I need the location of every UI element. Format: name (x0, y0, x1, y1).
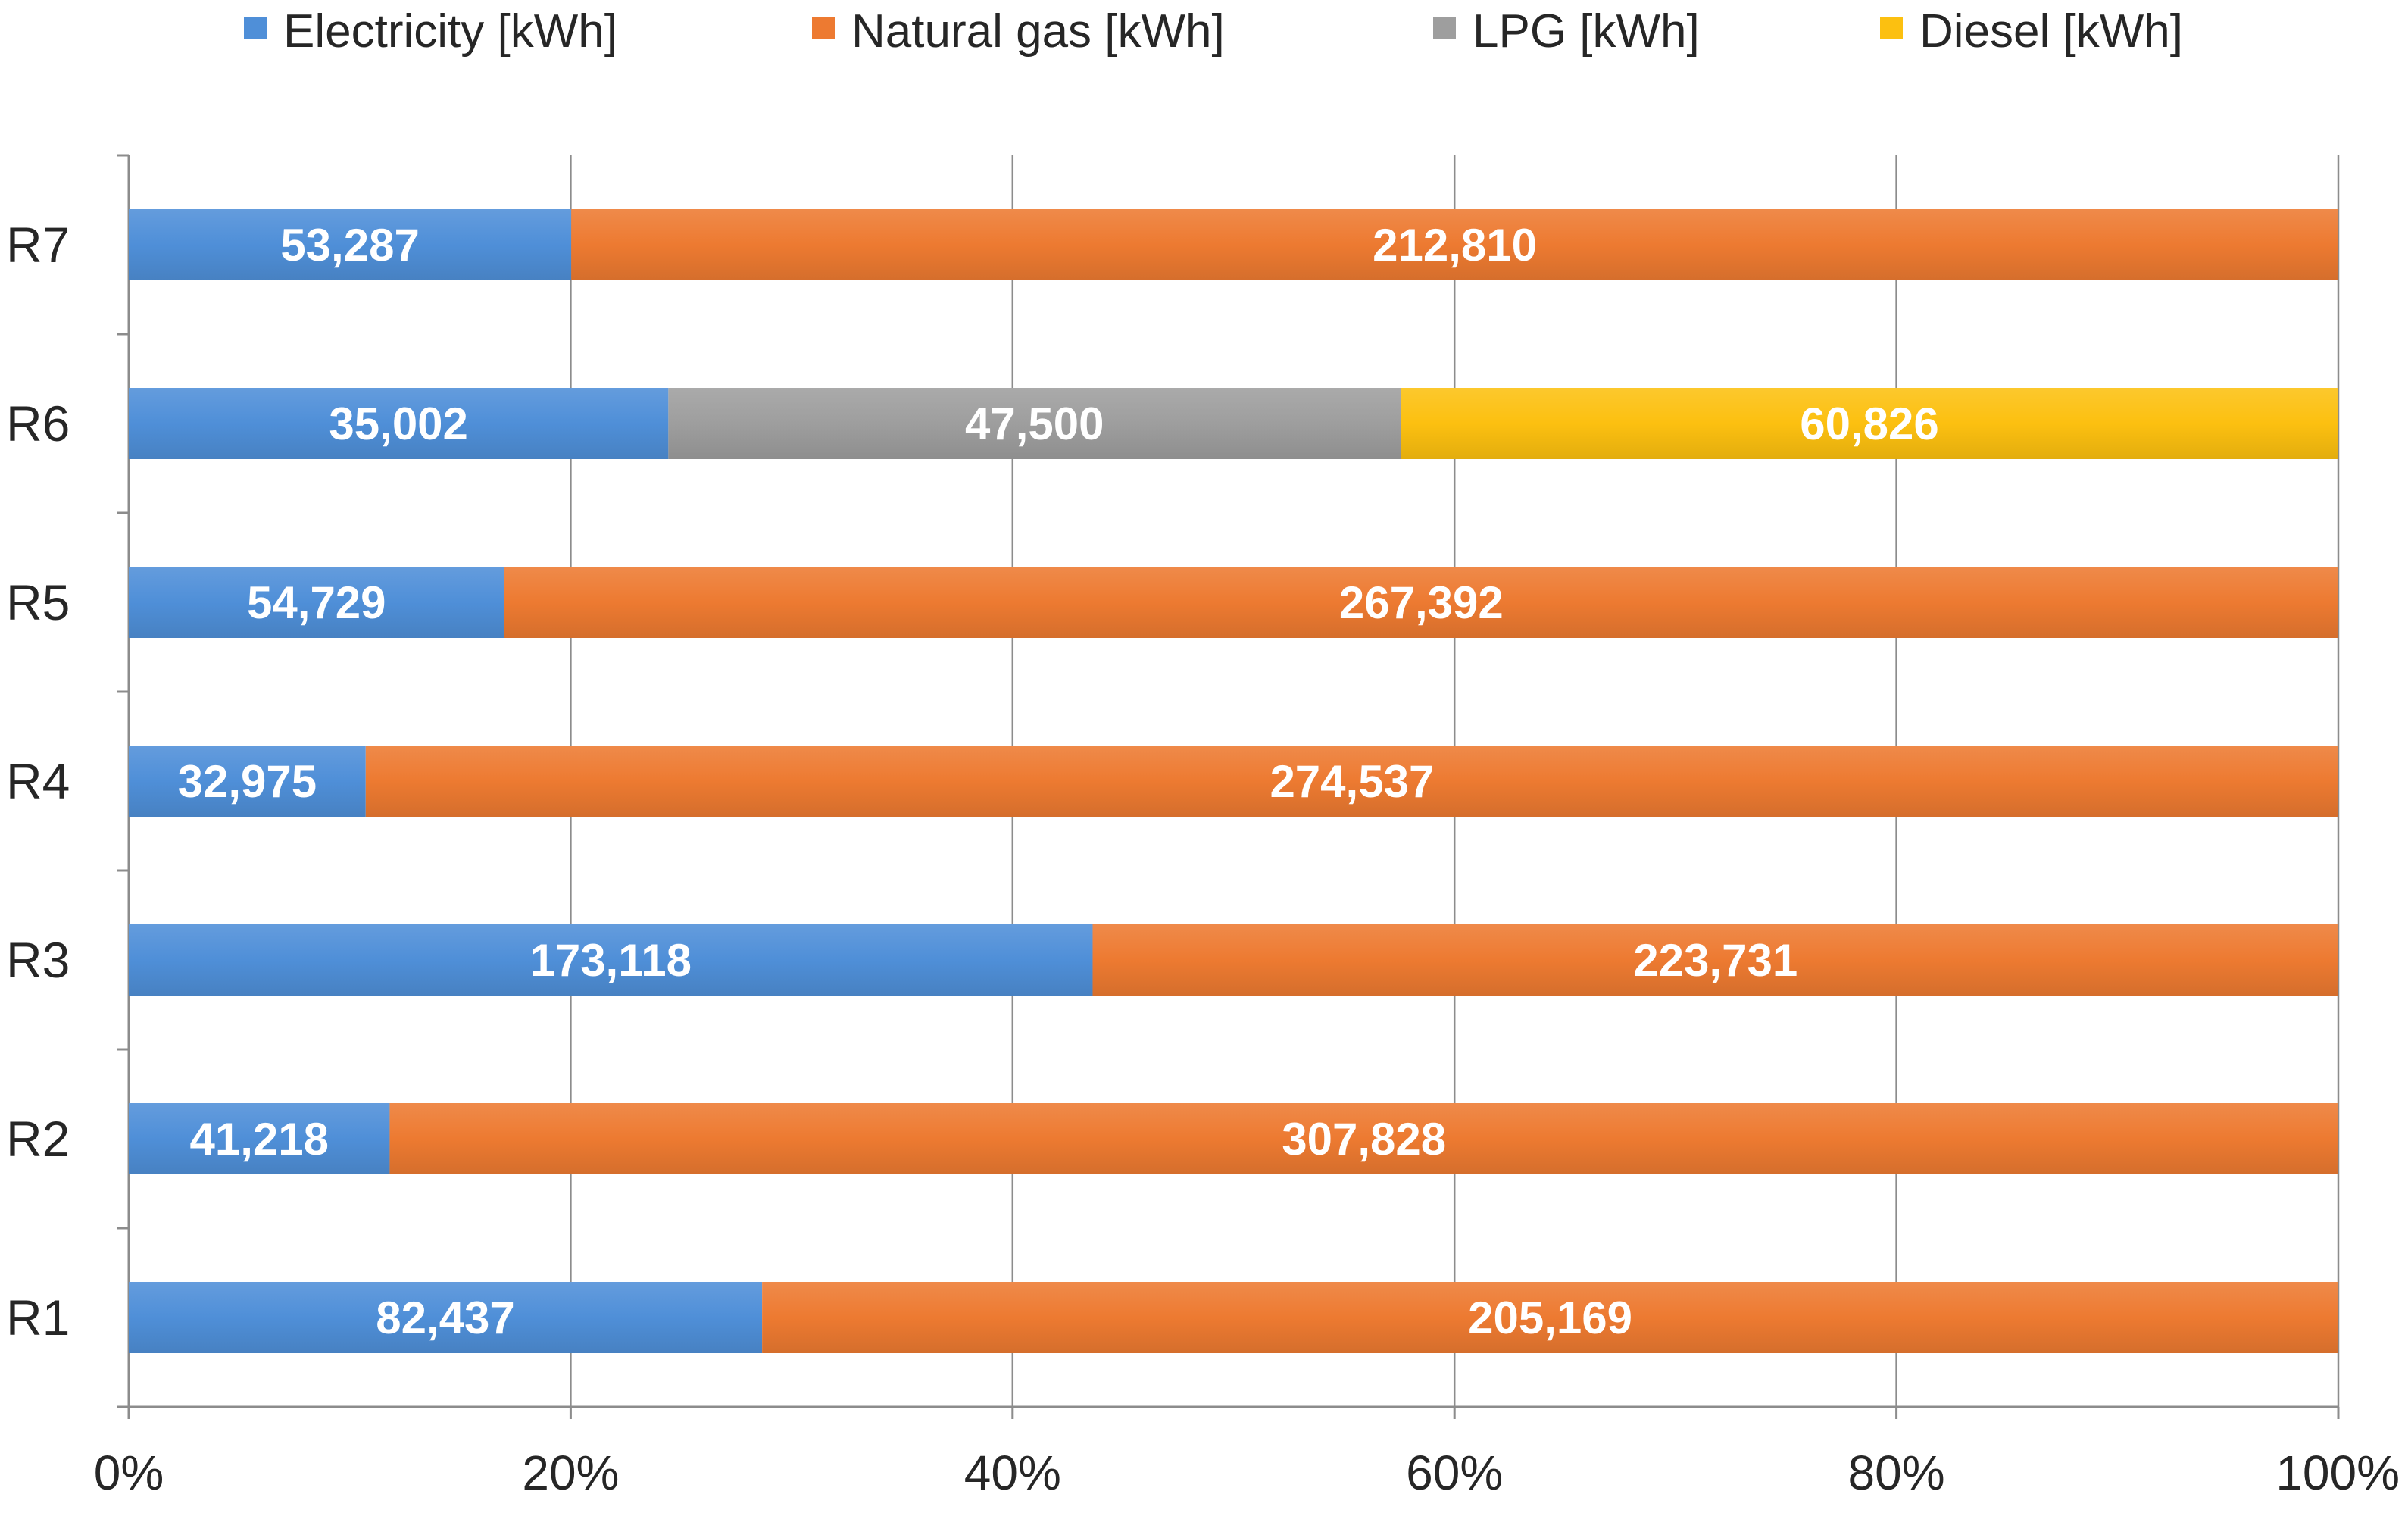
data-label-r7-electricity: 53,287 (280, 220, 420, 270)
bar-r4-natural-gas (365, 746, 2339, 817)
legend-swatch-natural-gas (812, 17, 835, 39)
data-label-r6-diesel: 60,826 (1800, 399, 1939, 449)
bar-r6-lpg (668, 388, 1401, 459)
bar-r7-natural-gas (571, 209, 2338, 280)
data-label-r1-electricity: 82,437 (376, 1293, 515, 1343)
bars: 53,287 212,810 35,002 47,500 60,826 54,729 267… (129, 209, 2339, 1353)
data-label-r6-lpg: 47,500 (965, 399, 1104, 449)
category-label-r6: R6 (6, 395, 70, 452)
bar-r5-natural-gas (504, 567, 2339, 638)
bar-r2-natural-gas (389, 1103, 2339, 1174)
category-label-r1: R1 (6, 1289, 70, 1346)
legend-label-natural-gas: Natural gas [kWh] (851, 5, 1225, 58)
legend-swatch-diesel (1880, 17, 1903, 39)
bar-r5-electricity (129, 567, 504, 638)
data-label-r5-natural-gas: 267,392 (1339, 577, 1504, 628)
x-tick-label-60: 60% (1406, 1446, 1503, 1500)
legend-swatch-electricity (244, 17, 267, 39)
data-label-r2-natural-gas: 307,828 (1282, 1114, 1446, 1164)
data-label-r1-natural-gas: 205,169 (1468, 1293, 1632, 1343)
x-tick-labels: 0% 20% 40% 60% 80% 100% (94, 1446, 2400, 1500)
category-label-r3: R3 (6, 932, 70, 988)
bar-r2-electricity (129, 1103, 390, 1174)
category-label-r7: R7 (6, 217, 70, 273)
legend-swatch-lpg (1433, 17, 1456, 39)
legend-label-lpg: LPG [kWh] (1473, 5, 1700, 58)
bar-r1-electricity (129, 1282, 763, 1353)
data-label-r7-natural-gas: 212,810 (1373, 220, 1537, 270)
bar-r3-natural-gas (1092, 924, 2338, 996)
bar-r3-electricity (129, 924, 1093, 996)
data-label-r4-electricity: 32,975 (178, 756, 317, 807)
category-label-r2: R2 (6, 1111, 70, 1167)
data-label-r3-electricity: 173,118 (529, 935, 692, 986)
bar-r1-natural-gas (762, 1282, 2338, 1353)
legend-label-diesel: Diesel [kWh] (1919, 5, 2183, 58)
category-label-r5: R5 (6, 574, 70, 630)
x-tick-label-20: 20% (522, 1446, 619, 1500)
bar-r4-electricity (129, 746, 366, 817)
bar-r6-electricity (129, 388, 669, 459)
x-tick-label-100: 100% (2275, 1446, 2400, 1500)
legend: Electricity [kWh] Natural gas [kWh] LPG [k… (244, 5, 2183, 58)
data-label-r2-electricity: 41,218 (189, 1114, 329, 1164)
x-tick-label-0: 0% (94, 1446, 164, 1500)
category-labels: R7 R6 R5 R4 R3 R2 R1 (6, 217, 70, 1346)
x-tick-label-40: 40% (964, 1446, 1061, 1500)
data-label-r5-electricity: 54,729 (247, 577, 386, 628)
bar-r7-electricity (129, 209, 572, 280)
data-label-r6-electricity: 35,002 (329, 399, 468, 449)
legend-label-electricity: Electricity [kWh] (283, 5, 617, 58)
category-label-r4: R4 (6, 753, 70, 809)
bar-r6-diesel (1401, 388, 2338, 459)
data-label-r3-natural-gas: 223,731 (1633, 935, 1797, 986)
data-label-r4-natural-gas: 274,537 (1270, 756, 1434, 807)
x-tick-label-80: 80% (1848, 1446, 1945, 1500)
